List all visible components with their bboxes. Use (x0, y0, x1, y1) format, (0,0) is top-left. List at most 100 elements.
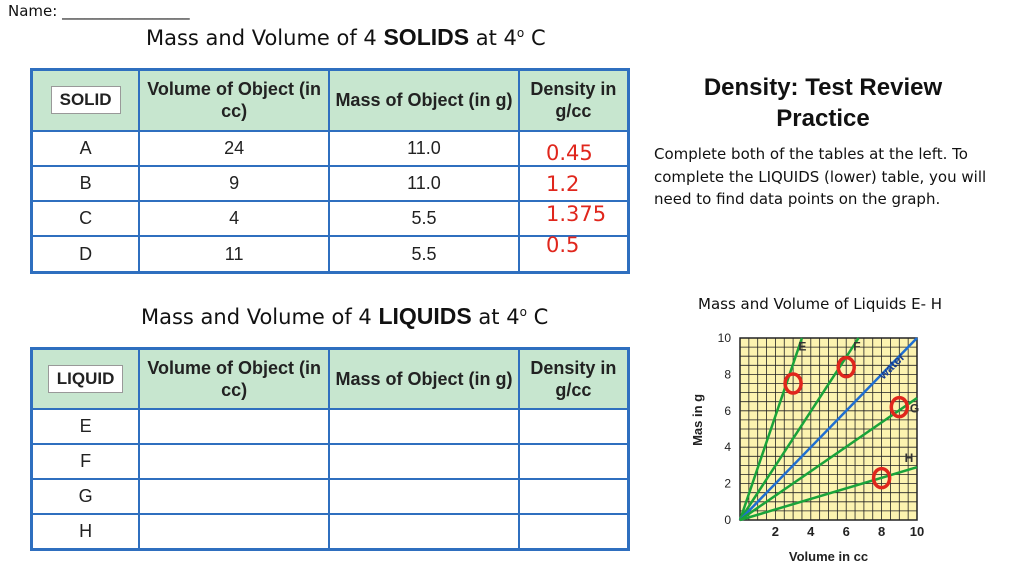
series-line-water (739, 337, 918, 521)
chart-marked-points (783, 355, 910, 490)
series-label-f: F (853, 340, 860, 354)
x-tick-label: 4 (807, 524, 815, 539)
header-cell: Volume of Object (in cc) (138, 68, 331, 132)
header-cell: SOLID (30, 68, 141, 132)
marked-point-circle (889, 395, 910, 419)
mass-cell: 5.5 (328, 200, 520, 238)
row-label: D (30, 235, 141, 274)
header-cell: Mass of Object (in g) (328, 347, 520, 410)
table-header-row: SOLID Volume of Object (in cc) Mass of O… (30, 68, 630, 132)
y-axis-label: Mas in g (690, 394, 705, 446)
solids-table: SOLID Volume of Object (in cc) Mass of O… (30, 68, 630, 274)
title-text: C (526, 305, 549, 329)
table-row: C 4 5.5 (30, 200, 630, 238)
x-tick-label: 8 (878, 524, 885, 539)
density-answer-b: 1.2 (546, 171, 580, 196)
header-cell: Volume of Object (in cc) (138, 347, 331, 410)
density-cell (517, 200, 630, 238)
mass-cell[interactable] (328, 477, 520, 515)
name-field-label: Name: _________________ (8, 2, 190, 20)
table-row: E (30, 407, 630, 445)
density-cell[interactable] (517, 512, 630, 551)
title-text: Mass and Volume of 4 (141, 305, 379, 329)
degree-mark: o (516, 26, 525, 40)
series-line-g (739, 397, 918, 522)
row-label: G (30, 477, 141, 515)
volume-cell: 9 (138, 164, 331, 203)
mass-cell[interactable] (328, 407, 520, 445)
density-cell[interactable] (517, 442, 630, 480)
series-label-h: H (905, 451, 914, 465)
marked-point-circle (836, 355, 856, 379)
volume-cell[interactable] (138, 512, 331, 551)
table-row: G (30, 477, 630, 515)
density-cell[interactable] (517, 477, 630, 515)
y-tick-label: 2 (724, 477, 731, 491)
row-label: C (30, 200, 141, 238)
title-emphasis: LIQUIDS (378, 303, 472, 329)
title-emphasis: SOLIDS (383, 24, 470, 50)
row-label: B (30, 164, 141, 203)
y-tick-label: 10 (718, 331, 732, 345)
density-answers: 0.45 1.2 1.375 0.5 (546, 138, 606, 260)
mass-cell: 5.5 (328, 235, 520, 274)
density-answer-c: 1.375 (546, 202, 607, 226)
header-cell: LIQUID (30, 347, 141, 410)
density-cell (517, 235, 630, 274)
series-label-g: G (910, 402, 919, 416)
volume-cell: 4 (138, 200, 331, 238)
title-text: at 4 (469, 26, 517, 50)
plot-border (739, 337, 918, 521)
header-cell: Mass of Object (in g) (328, 68, 520, 132)
volume-cell: 24 (138, 129, 331, 167)
instructions-text: Complete both of the tables at the left.… (654, 145, 987, 208)
mass-cell: 11.0 (328, 164, 520, 203)
row-label: E (30, 407, 141, 445)
x-tick-label: 10 (910, 524, 924, 539)
y-tick-label: 6 (724, 404, 731, 418)
table-header-row: LIQUID Volume of Object (in cc) Mass of … (30, 347, 630, 410)
header-cell: Density in g/cc (517, 347, 630, 410)
x-tick-label: 2 (772, 524, 779, 539)
density-cell (517, 164, 630, 203)
density-cell (517, 129, 630, 167)
volume-cell[interactable] (138, 477, 331, 515)
table-row: B 9 11.0 (30, 164, 630, 203)
x-axis-label: Volume in cc (789, 549, 868, 564)
title-text: Mass and Volume of 4 (146, 26, 384, 50)
liquids-table-title: Mass and Volume of 4 LIQUIDS at 4o C (141, 303, 548, 330)
page-title: Density: Test Review Practice (703, 74, 943, 132)
volume-cell[interactable] (138, 442, 331, 480)
volume-cell[interactable] (138, 407, 331, 445)
solid-label-box: SOLID (50, 86, 121, 115)
title-text: at 4 (471, 305, 520, 329)
header-cell: Density in g/cc (517, 68, 630, 132)
table-row: H (30, 512, 630, 551)
solids-table-title: Mass and Volume of 4 SOLIDS at 4o C (146, 24, 546, 51)
y-tick-label: 4 (724, 440, 731, 454)
y-tick-label: 0 (724, 513, 731, 527)
y-tick-label: 8 (724, 367, 731, 381)
series-label-e: E (798, 340, 806, 354)
title-text: C (524, 26, 546, 50)
mass-cell: 11.0 (328, 129, 520, 167)
table-row: D 11 5.5 (30, 235, 630, 274)
chart-title: Mass and Volume of Liquids E- H (698, 295, 943, 313)
table-row: F (30, 442, 630, 480)
marked-point-circle (783, 372, 803, 395)
density-answer-a: 0.45 (546, 141, 593, 165)
liquid-label-box: LIQUID (47, 364, 124, 393)
series-line-e (738, 337, 804, 521)
x-tick-label: 6 (843, 524, 850, 539)
volume-cell: 11 (138, 235, 331, 274)
mass-cell[interactable] (328, 442, 520, 480)
mass-cell[interactable] (328, 512, 520, 551)
density-cell[interactable] (517, 407, 630, 445)
row-label: A (30, 129, 141, 167)
table-row: A 24 11.0 (30, 129, 630, 167)
row-label: H (30, 512, 141, 551)
series-line-h (739, 466, 918, 522)
row-label: F (30, 442, 141, 480)
density-answer-d: 0.5 (546, 232, 580, 257)
